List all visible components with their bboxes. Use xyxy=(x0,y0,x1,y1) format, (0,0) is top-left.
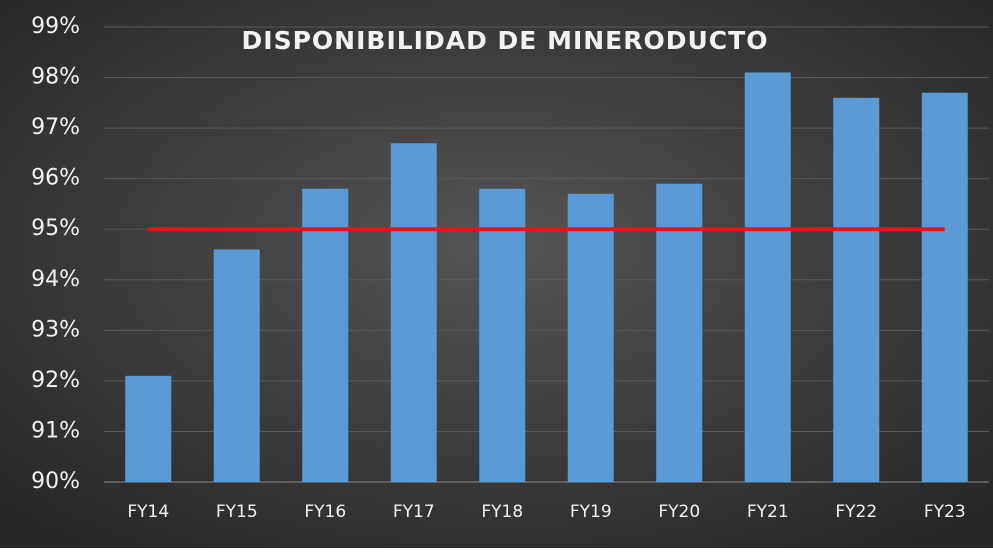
x-tick-label: FY14 xyxy=(127,502,169,522)
y-tick-label: 94% xyxy=(31,267,80,292)
bar xyxy=(125,375,172,482)
bar xyxy=(213,249,260,482)
y-tick-label: 97% xyxy=(31,115,80,140)
x-tick-label: FY20 xyxy=(658,502,700,522)
bar xyxy=(744,72,791,482)
x-tick-label: FY15 xyxy=(216,502,258,522)
bar xyxy=(833,97,880,483)
bar xyxy=(479,188,526,482)
x-tick-label: FY22 xyxy=(835,502,877,522)
x-tick-label: FY16 xyxy=(304,502,346,522)
x-tick-label: FY19 xyxy=(570,502,612,522)
bar xyxy=(390,143,437,482)
y-tick-label: 93% xyxy=(31,317,80,342)
bar xyxy=(656,183,703,482)
y-tick-label: 90% xyxy=(31,469,80,494)
y-tick-label: 96% xyxy=(31,166,80,191)
x-tick-label: FY23 xyxy=(924,502,966,522)
x-tick-label: FY18 xyxy=(481,502,523,522)
y-tick-label: 99% xyxy=(31,14,80,39)
y-tick-label: 91% xyxy=(31,418,80,443)
y-tick-label: 92% xyxy=(31,368,80,393)
bar xyxy=(302,188,349,482)
x-tick-label: FY21 xyxy=(747,502,789,522)
y-tick-label: 98% xyxy=(31,65,80,90)
x-tick-label: FY17 xyxy=(393,502,435,522)
y-tick-label: 95% xyxy=(31,216,80,241)
chart-title: DISPONIBILIDAD DE MINERODUCTO xyxy=(242,26,769,55)
bar xyxy=(921,92,968,482)
bar xyxy=(567,193,614,483)
